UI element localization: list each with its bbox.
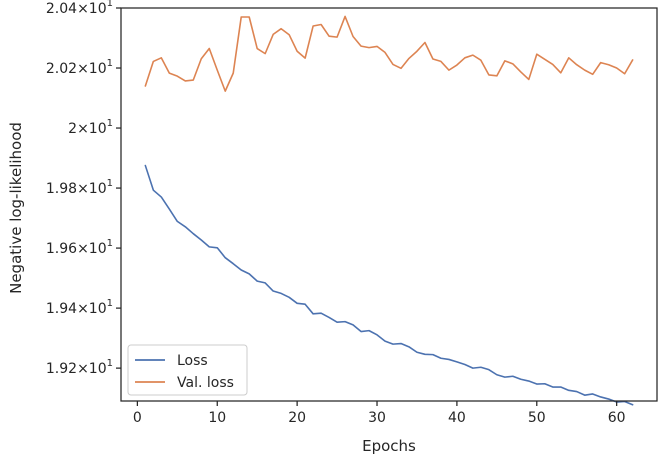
y-tick-mantissa: 1.96: [46, 241, 77, 257]
y-tick-label: 2.02×101: [46, 58, 113, 77]
y-tick-times: ×: [77, 241, 89, 257]
y-axis-title: Negative log-likelihood: [7, 122, 25, 294]
x-tick-label: 20: [288, 410, 306, 426]
y-tick-base: 10: [89, 1, 107, 17]
y-tick-mantissa: 2.02: [46, 61, 77, 77]
y-tick-base: 10: [89, 301, 107, 317]
y-tick-times: ×: [77, 181, 89, 197]
y-tick-times: ×: [77, 1, 89, 17]
y-tick-times: ×: [77, 361, 89, 377]
x-axis-title: Epochs: [362, 437, 416, 455]
y-tick-exponent: 1: [107, 358, 113, 369]
y-tick-mantissa: 2.04: [46, 1, 77, 17]
legend-label-0: Loss: [177, 353, 208, 369]
y-tick-base: 10: [89, 361, 107, 377]
x-tick-label: 30: [368, 410, 386, 426]
legend: Loss Val. loss: [127, 344, 248, 396]
y-tick-label: 1.98×101: [46, 178, 113, 197]
y-ticks: 1.92×1011.94×1011.96×1011.98×1012×1012.0…: [46, 0, 121, 377]
y-tick-exponent: 1: [107, 0, 113, 9]
y-tick-mantissa: 2: [68, 121, 77, 137]
series-line-0: [144, 164, 634, 406]
y-tick-exponent: 1: [107, 238, 113, 249]
x-tick-label: 10: [208, 410, 226, 426]
y-tick-exponent: 1: [107, 178, 113, 189]
y-tick-label: 1.94×101: [46, 298, 113, 317]
x-tick-label: 50: [528, 410, 546, 426]
plot-area: [121, 8, 657, 401]
x-tick-label: 40: [448, 410, 466, 426]
y-tick-mantissa: 1.98: [46, 181, 77, 197]
x-ticks: 0 10 20 30 40 50 60: [133, 401, 626, 426]
series-line-1: [144, 15, 634, 92]
legend-label-1: Val. loss: [177, 375, 234, 391]
y-tick-mantissa: 1.94: [46, 301, 77, 317]
x-tick-label: 0: [133, 410, 142, 426]
y-tick-exponent: 1: [107, 58, 113, 69]
y-tick-base: 10: [89, 121, 107, 137]
y-tick-exponent: 1: [107, 118, 113, 129]
y-tick-base: 10: [89, 61, 107, 77]
y-tick-label: 2×101: [68, 118, 113, 137]
y-tick-times: ×: [77, 61, 89, 77]
y-tick-exponent: 1: [107, 298, 113, 309]
y-tick-label: 1.96×101: [46, 238, 113, 257]
x-tick-label: 60: [608, 410, 626, 426]
y-tick-base: 10: [89, 241, 107, 257]
y-tick-times: ×: [77, 121, 89, 137]
y-tick-label: 2.04×101: [46, 0, 113, 17]
series-layer: [144, 15, 634, 406]
y-tick-mantissa: 1.92: [46, 361, 77, 377]
y-tick-label: 1.92×101: [46, 358, 113, 377]
y-tick-base: 10: [89, 181, 107, 197]
plot-frame: [120, 7, 658, 402]
y-tick-times: ×: [77, 301, 89, 317]
